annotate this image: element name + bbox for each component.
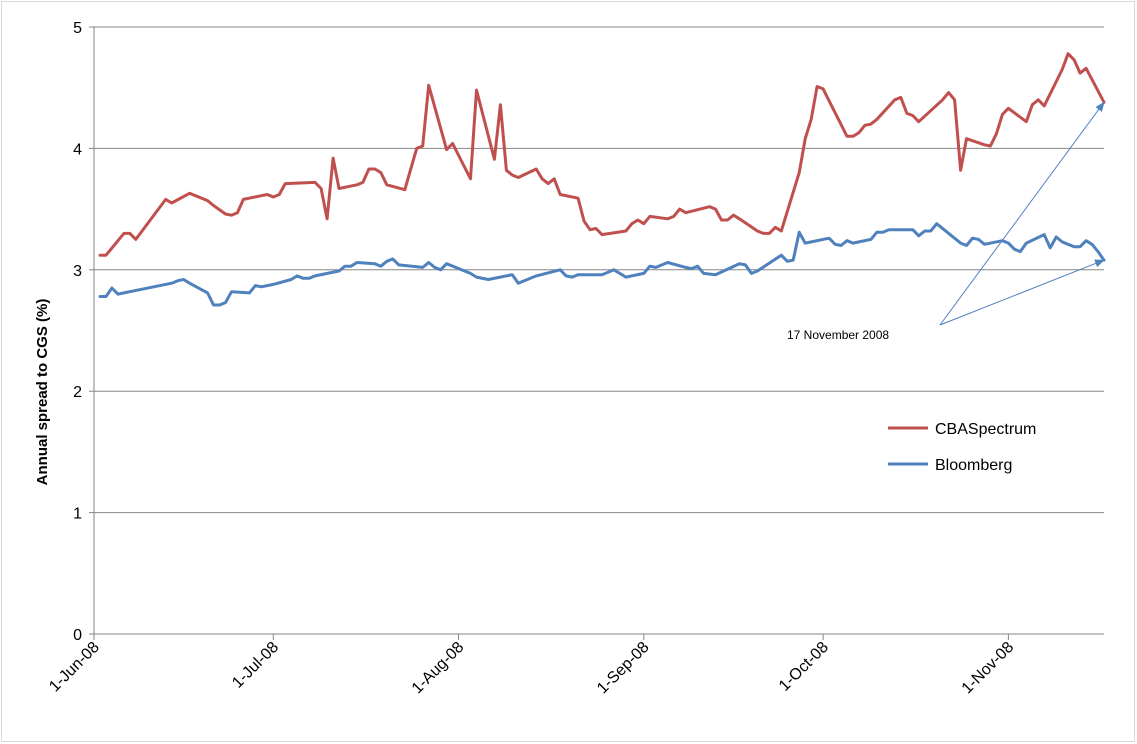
- y-tick-label: 4: [73, 141, 82, 158]
- annotation-label: 17 November 2008: [787, 328, 889, 342]
- series-line-bloomberg: [98, 222, 1106, 307]
- series-lines: [98, 52, 1106, 307]
- y-axis-title: Annual spread to CGS (%): [34, 299, 51, 486]
- y-tick-label: 5: [73, 20, 82, 37]
- y-tick-label: 1: [73, 506, 82, 523]
- legend-label-bloomberg: Bloomberg: [935, 457, 1012, 474]
- y-tick-label: 2: [73, 384, 82, 401]
- annotation-arrow-cbaspectrum: [939, 101, 1105, 326]
- series-line-cbaspectrum: [98, 52, 1106, 257]
- legend: CBASpectrum Bloomberg: [888, 421, 1036, 474]
- y-tick-label: 0: [73, 627, 82, 644]
- y-tick-label: 3: [73, 263, 82, 280]
- gridlines: [94, 26, 1104, 514]
- annotation-arrow-bloomberg: [939, 259, 1105, 326]
- annotation: 17 November 2008: [787, 101, 1105, 342]
- legend-label-cbaspectrum: CBASpectrum: [935, 421, 1036, 438]
